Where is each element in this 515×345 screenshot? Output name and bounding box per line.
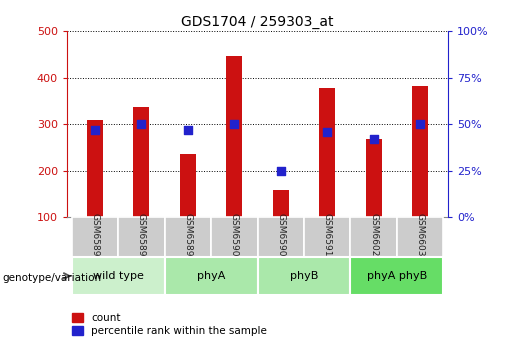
- Text: GSM66030: GSM66030: [416, 213, 425, 262]
- Text: wild type: wild type: [93, 271, 144, 281]
- Text: GSM65897: GSM65897: [137, 213, 146, 262]
- Bar: [366, 139, 382, 217]
- Text: phyB: phyB: [290, 271, 318, 281]
- FancyBboxPatch shape: [304, 217, 350, 257]
- Point: [416, 121, 424, 127]
- Point: [184, 127, 192, 132]
- Text: GSM65902: GSM65902: [230, 213, 239, 262]
- FancyBboxPatch shape: [118, 217, 165, 257]
- Text: genotype/variation: genotype/variation: [3, 273, 101, 283]
- Point: [230, 121, 238, 127]
- Text: GSM65904: GSM65904: [276, 213, 285, 262]
- Text: GSM65898: GSM65898: [183, 213, 192, 262]
- Legend: count, percentile rank within the sample: count, percentile rank within the sample: [72, 313, 267, 336]
- FancyBboxPatch shape: [258, 257, 350, 295]
- Bar: [180, 155, 196, 217]
- Bar: [226, 56, 243, 217]
- Bar: [87, 120, 103, 217]
- Text: GSM66029: GSM66029: [369, 213, 378, 262]
- Text: GSM65910: GSM65910: [323, 213, 332, 262]
- FancyBboxPatch shape: [165, 257, 258, 295]
- FancyBboxPatch shape: [211, 217, 258, 257]
- Text: phyA phyB: phyA phyB: [367, 271, 427, 281]
- Title: GDS1704 / 259303_at: GDS1704 / 259303_at: [181, 14, 334, 29]
- Point: [91, 127, 99, 132]
- Bar: [272, 190, 289, 217]
- FancyBboxPatch shape: [258, 217, 304, 257]
- FancyBboxPatch shape: [72, 257, 165, 295]
- Bar: [412, 86, 428, 217]
- Point: [323, 129, 331, 135]
- FancyBboxPatch shape: [165, 217, 211, 257]
- Point: [137, 121, 145, 127]
- Point: [277, 168, 285, 174]
- FancyBboxPatch shape: [350, 217, 397, 257]
- FancyBboxPatch shape: [72, 217, 118, 257]
- FancyBboxPatch shape: [397, 217, 443, 257]
- Bar: [319, 88, 335, 217]
- FancyBboxPatch shape: [350, 257, 443, 295]
- Bar: [133, 107, 149, 217]
- Text: GSM65896: GSM65896: [90, 213, 99, 262]
- Point: [370, 136, 378, 142]
- Text: phyA: phyA: [197, 271, 225, 281]
